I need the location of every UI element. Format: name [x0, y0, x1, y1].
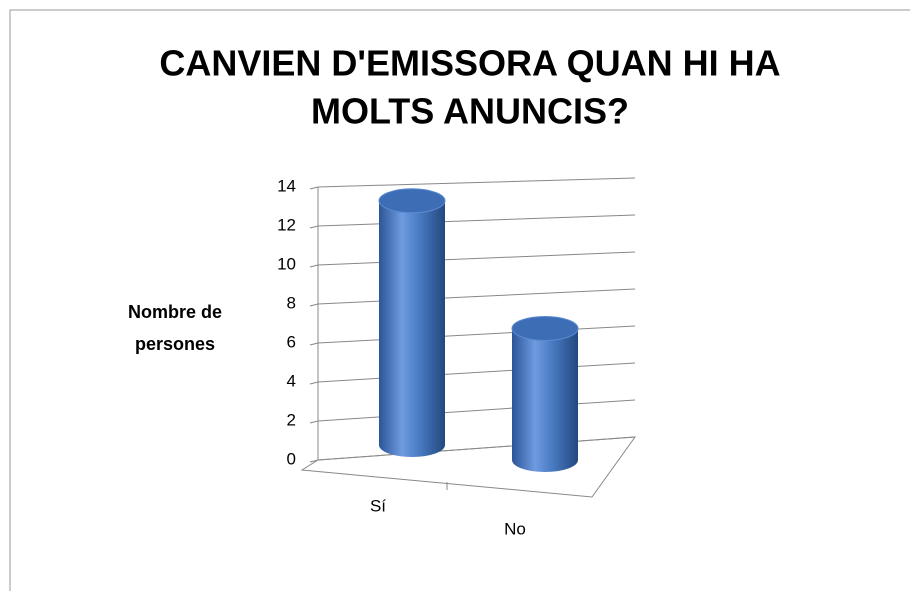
y-tick-label: 6	[287, 332, 296, 351]
bar	[511, 316, 579, 472]
chart-title: CANVIEN D'EMISSORA QUAN HI HA	[159, 43, 780, 84]
frame	[9, 9, 910, 591]
grid-line	[317, 214, 636, 227]
y-tick-label: 0	[287, 449, 296, 468]
y-tick-label: 8	[287, 293, 296, 312]
tick-mark	[309, 342, 319, 346]
grid-line	[317, 325, 636, 344]
grid-line	[317, 288, 636, 305]
tick-mark	[309, 264, 319, 268]
y-tick-label: 4	[287, 371, 296, 390]
grid-line	[317, 362, 636, 383]
floor	[300, 436, 637, 498]
tick-mark	[309, 225, 319, 229]
tick-mark	[309, 459, 319, 463]
grid-line	[317, 177, 636, 188]
tick-mark	[309, 303, 319, 307]
bar	[378, 188, 446, 458]
y-axis-title: Nombre de	[128, 302, 222, 322]
tick-mark	[309, 186, 319, 190]
x-tick-label: No	[504, 519, 526, 538]
y-axis-title: persones	[135, 334, 215, 354]
tick-mark	[309, 420, 319, 424]
tick-mark	[309, 381, 319, 385]
y-tick-label: 12	[277, 215, 296, 234]
x-tick-label: Sí	[370, 496, 386, 515]
chart-title: MOLTS ANUNCIS?	[311, 91, 629, 132]
y-tick-label: 2	[287, 410, 296, 429]
grid-line	[317, 399, 636, 422]
y-tick-label: 10	[277, 254, 296, 273]
grid-line	[317, 251, 636, 266]
grid-line	[317, 436, 636, 461]
y-tick-label: 14	[277, 176, 296, 195]
